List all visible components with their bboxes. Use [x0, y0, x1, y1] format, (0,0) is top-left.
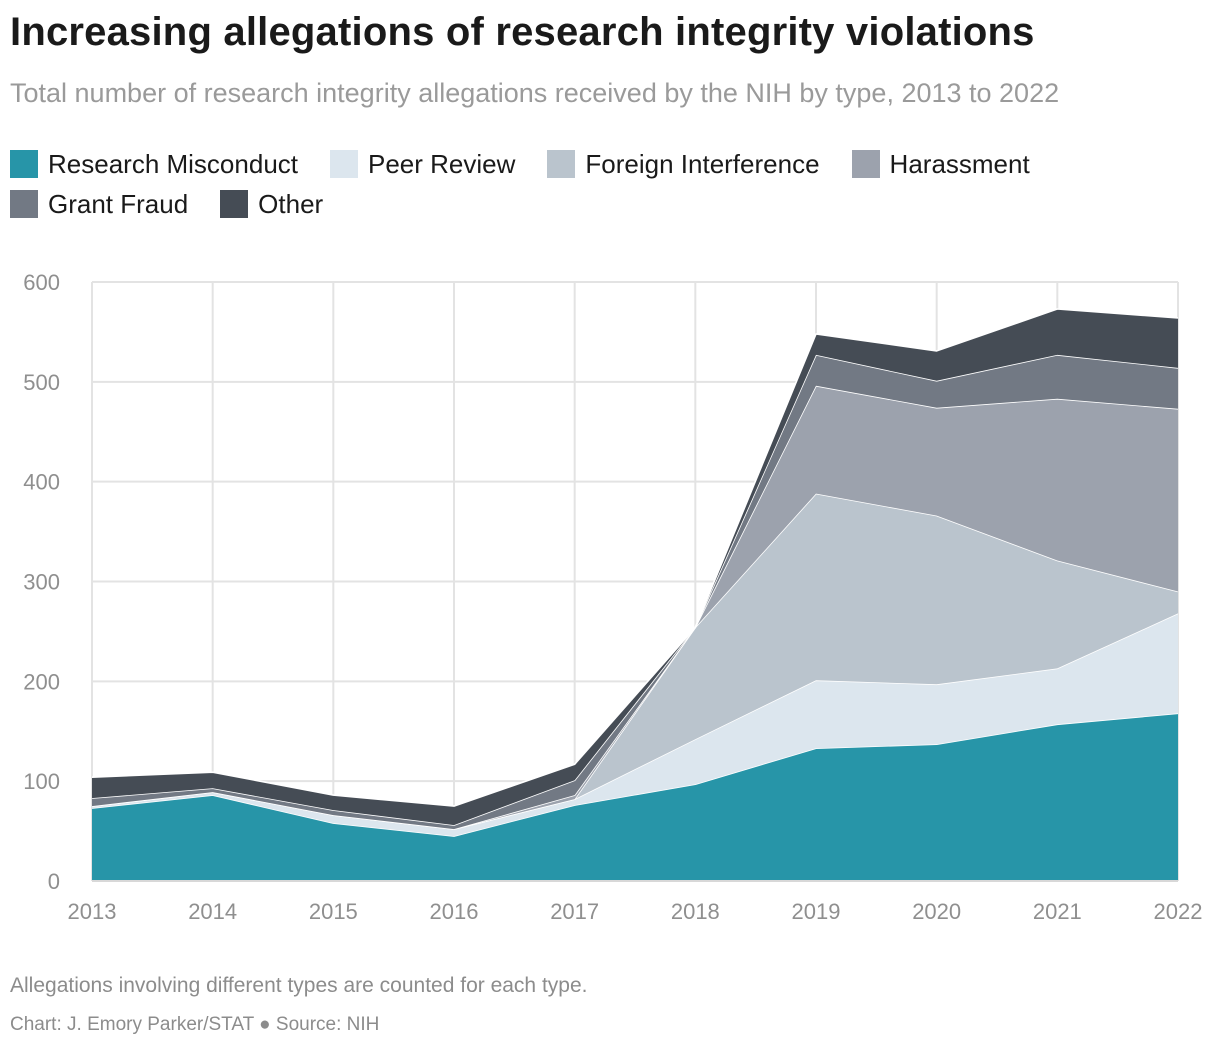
chart-subtitle: Total number of research integrity alleg… — [10, 78, 1060, 108]
legend-item-grant-fraud: Grant Fraud — [10, 188, 189, 219]
area-peer-review — [92, 613, 1178, 837]
legend-item-foreign-interference: Foreign Interference — [547, 148, 820, 179]
legend-label: Other — [258, 188, 324, 219]
area-foreign-interference — [92, 493, 1178, 830]
legend-label: Research Misconduct — [48, 148, 298, 179]
legend-swatch — [851, 150, 880, 178]
y-tick-label: 100 — [23, 769, 60, 794]
legend-item-peer-review: Peer Review — [330, 148, 516, 179]
legend-label: Harassment — [889, 148, 1030, 179]
x-tick-label: 2017 — [550, 899, 599, 924]
x-tick-label: 2014 — [188, 899, 237, 924]
x-tick-label: 2018 — [671, 899, 720, 924]
y-tick-label: 600 — [23, 270, 60, 295]
area-harassment — [92, 385, 1178, 830]
area-edge-other — [91, 308, 1179, 807]
x-tick-label: 2021 — [1033, 899, 1082, 924]
y-tick-label: 500 — [23, 370, 60, 395]
y-tick-label: 300 — [23, 570, 60, 595]
legend-swatch — [10, 190, 38, 218]
legend-swatch — [547, 150, 576, 178]
legend-label: Grant Fraud — [48, 188, 189, 219]
x-tick-label: 2022 — [1154, 899, 1203, 924]
y-tick-label: 400 — [23, 470, 60, 495]
x-tick-label: 2015 — [309, 899, 358, 924]
x-tick-label: 2019 — [792, 899, 841, 924]
x-tick-label: 2013 — [68, 899, 117, 924]
legend-swatch — [220, 190, 249, 218]
legend-swatch — [330, 150, 358, 178]
x-tick-label: 2016 — [430, 899, 479, 924]
legend-item-other: Other — [220, 188, 324, 219]
legend-swatch — [10, 150, 38, 178]
chart-credit: Chart: J. Emory Parker/STAT ● Source: NI… — [10, 1014, 380, 1035]
legend-item-harassment: Harassment — [851, 148, 1030, 179]
chart-title: Increasing allegations of research integ… — [10, 10, 1035, 54]
y-tick-label: 0 — [48, 869, 60, 894]
legend: Research Misconduct Peer Review Foreign In… — [10, 148, 1190, 219]
y-tick-label: 200 — [23, 669, 60, 694]
x-tick-label: 2020 — [912, 899, 961, 924]
legend-label: Peer Review — [368, 148, 516, 179]
legend-label: Foreign Interference — [585, 148, 820, 179]
legend-item-research-misconduct: Research Misconduct — [10, 148, 298, 179]
stacked-area-chart: 0 100 200 300 400 500 600 2013 2014 2015 2016 2017 2… — [23, 270, 1203, 924]
area-research-misconduct — [92, 713, 1178, 881]
chart-note: Allegations involving different types ar… — [10, 974, 588, 997]
